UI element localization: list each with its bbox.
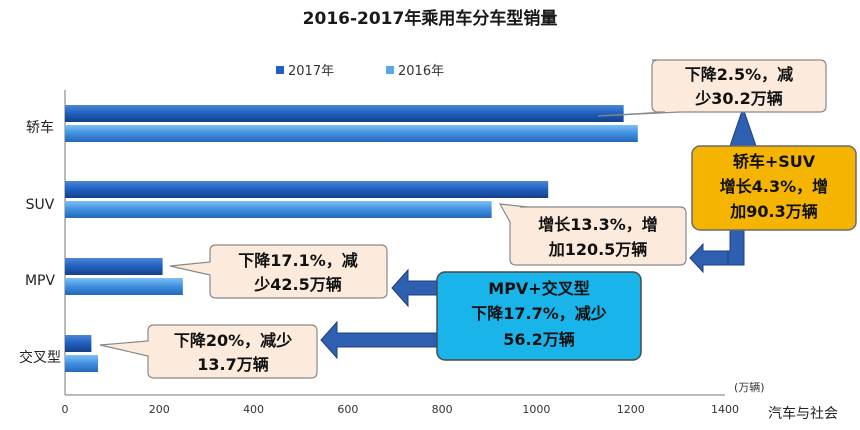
bar-mpv-2016 — [65, 278, 183, 295]
bar-crossover-2017 — [65, 335, 92, 352]
bar-suv-2017 — [65, 181, 549, 198]
x-axis-unit-label: (万辆) — [734, 380, 765, 394]
callout-mpv-line-2: 少42.5万辆 — [253, 275, 341, 294]
category-label-crossover: 交叉型 — [19, 349, 61, 366]
legend-swatch-2016 — [386, 66, 394, 74]
category-label-suv: SUV — [26, 197, 55, 213]
x-tick-label: 1000 — [522, 403, 550, 416]
callout-crossover-line-1: 下降20%，减少 — [174, 331, 292, 350]
x-tick-label: 800 — [432, 403, 453, 416]
summary-box-sedan-suv: 轿车+SUV 增长4.3%，增 加90.3万辆 — [691, 145, 857, 231]
legend-label-2016: 2016年 — [398, 64, 444, 79]
chart-title: 2016-2017年乘用车分车型销量 — [303, 8, 558, 29]
arrow-left-to-crossover-bubble — [320, 320, 441, 360]
summary-box-sedan-suv-line-3: 加90.3万辆 — [729, 202, 817, 221]
callout-sedan-line-2: 少30.2万辆 — [694, 89, 782, 108]
summary-box-mpv-crossover: MPV+交叉型 下降17.7%，减少 56.2万辆 — [436, 271, 642, 361]
callout-suv-line-2: 加120.5万辆 — [548, 240, 648, 259]
callout-suv-line-1: 增长13.3%，增 — [538, 215, 658, 234]
connector-box-to-suv-arrow — [727, 225, 745, 266]
bar-crossover-2016 — [65, 355, 98, 372]
summary-box-sedan-suv-line-2: 增长4.3%，增 — [720, 177, 828, 196]
callout-mpv: 下降17.1%，减 少42.5万辆 — [169, 244, 388, 299]
x-tick-label: 1400 — [711, 403, 739, 416]
summary-box-sedan-suv-line-1: 轿车+SUV — [733, 152, 816, 171]
x-tick-label: 600 — [337, 403, 358, 416]
callout-crossover-line-2: 13.7万辆 — [197, 355, 268, 374]
watermark-text: 汽车与社会 — [768, 405, 838, 422]
x-tick-label: 200 — [149, 403, 170, 416]
callout-crossover: 下降20%，减少 13.7万辆 — [99, 324, 318, 379]
x-tick-label: 0 — [62, 403, 69, 416]
summary-box-mpv-crossover-line-2: 下降17.7%，减少 — [471, 304, 607, 323]
summary-box-mpv-crossover-line-3: 56.2万辆 — [503, 330, 574, 349]
legend-swatch-2017 — [276, 66, 284, 74]
category-label-sedan: 轿车 — [26, 119, 54, 136]
arrow-left-to-suv-bubble — [689, 242, 729, 274]
legend-label-2017: 2017年 — [288, 64, 334, 79]
bar-suv-2016 — [65, 201, 492, 218]
callout-mpv-line-1: 下降17.1%，减 — [238, 251, 358, 270]
bar-sedan-2017 — [65, 105, 624, 122]
bar-mpv-2017 — [65, 258, 163, 275]
callout-sedan: 下降2.5%，减 少30.2万辆 — [597, 59, 827, 117]
category-label-mpv: MPV — [25, 273, 56, 289]
bar-sedan-2016 — [65, 125, 638, 142]
arrow-left-to-mpv-bubble — [391, 268, 441, 308]
x-tick-label: 1200 — [617, 403, 645, 416]
callout-suv: 增长13.3%，增 加120.5万辆 — [498, 203, 687, 266]
summary-box-mpv-crossover-line-1: MPV+交叉型 — [488, 279, 589, 298]
x-tick-label: 400 — [243, 403, 264, 416]
callout-sedan-line-1: 下降2.5%，减 — [685, 65, 793, 84]
